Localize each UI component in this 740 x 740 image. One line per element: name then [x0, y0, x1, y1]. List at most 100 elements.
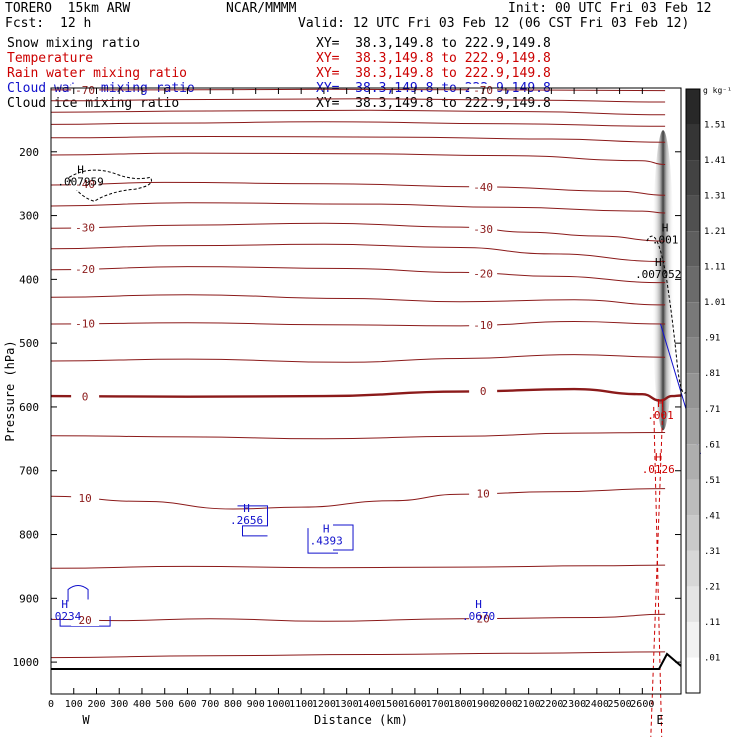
- isotherm-label-bg: [469, 319, 498, 332]
- isotherm-label-bg: [71, 390, 100, 403]
- extremum-marker: H: [657, 397, 664, 410]
- colorbar-level: .41: [704, 511, 720, 521]
- isotherm-20: [50, 613, 666, 622]
- extremum-marker: H: [655, 451, 662, 464]
- x-tick-label: 800: [224, 699, 242, 710]
- colorbar-swatch: [686, 515, 700, 551]
- colorbar-level: 1.31: [704, 192, 726, 202]
- x-tick-label: 2200: [539, 699, 563, 710]
- isotherm-label-bg: [71, 221, 100, 234]
- colorbar-swatch: [686, 479, 700, 516]
- endpoint-right: E: [656, 713, 663, 727]
- x-tick-label: 2500: [608, 699, 632, 710]
- extremum-marker: H: [475, 598, 482, 611]
- x-tick-label: 900: [247, 699, 265, 710]
- isotherm-m30: [50, 222, 666, 242]
- extremum-marker: H: [243, 502, 250, 515]
- endpoint-left: W: [82, 713, 90, 727]
- colorbar-level: 1.11: [704, 263, 726, 273]
- isotherm-m60: [50, 109, 666, 116]
- x-tick-label: 1200: [312, 699, 336, 710]
- y-tick-label: 400: [19, 273, 39, 286]
- isotherm-label-bg: [469, 180, 498, 193]
- isotherm-label-bg: [469, 487, 498, 500]
- isotherm-m45: [50, 152, 666, 165]
- isotherm-15: [50, 564, 666, 569]
- colorbar-level: .51: [704, 476, 720, 486]
- isotherm-label: 20: [78, 614, 91, 627]
- x-tick-label: 1400: [357, 699, 381, 710]
- axes: 0 100 200 300 400 500 600 700 800 900 100011001200…: [3, 88, 681, 727]
- x-tick-label: 2100: [517, 699, 541, 710]
- colorbar-swatch: [686, 408, 700, 445]
- colorbar-swatch: [686, 621, 700, 658]
- extremum-marker: H: [61, 598, 68, 611]
- x-tick-label: 1700: [426, 699, 450, 710]
- cloud-water-contour: [237, 505, 268, 537]
- extremum-marker: H: [662, 221, 669, 234]
- colorbar-level: .91: [704, 334, 720, 344]
- isotherm-25: [50, 651, 666, 659]
- colorbar-level: .61: [704, 440, 720, 450]
- mixing-ratio-contours: [51, 169, 702, 737]
- isotherm-5: [50, 432, 666, 440]
- isotherm-m25: [50, 243, 666, 262]
- x-tick-label: 200: [87, 699, 105, 710]
- colorbar-swatch: [686, 302, 700, 338]
- colorbar-level: .81: [704, 369, 720, 379]
- colorbar-swatch: [686, 266, 700, 303]
- y-tick-label: 900: [19, 592, 39, 605]
- field-xy-temperature: XY= 38.3,149.8 to 222.9,149.8: [316, 51, 551, 66]
- y-tick-label: 300: [19, 210, 39, 223]
- colorbar-swatch: [686, 89, 700, 125]
- isotherm-m20: [50, 266, 666, 284]
- isotherm-m50: [50, 135, 666, 143]
- x-tick-label: 2300: [562, 699, 586, 710]
- snow-shading-column: [652, 130, 675, 431]
- fcst-label: Fcst:: [5, 16, 45, 31]
- colorbar-swatch: [686, 586, 700, 622]
- extremum-value: .0670: [462, 610, 495, 623]
- isotherm-m10: [50, 320, 666, 327]
- field-name-snow: Snow mixing ratio: [7, 36, 141, 51]
- colorbar-level: 1.21: [704, 227, 726, 237]
- x-tick-label: 2400: [585, 699, 609, 710]
- colorbar-swatch: [686, 373, 700, 409]
- colorbar-level: 1.51: [704, 121, 726, 131]
- isotherm-label-bg: [71, 317, 100, 330]
- init-time: Init: 00 UTC Fri 03 Feb 12: [508, 1, 712, 16]
- extremum-value: .007959: [57, 175, 103, 188]
- extremum-value: .007052: [635, 268, 681, 281]
- extremum-marker: H: [77, 163, 84, 176]
- y-tick-label: 1000: [13, 656, 40, 669]
- x-tick-label: 2000: [494, 699, 518, 710]
- isotherm-label-bg: [71, 83, 100, 96]
- x-tick-label: 500: [156, 699, 174, 710]
- colorbar-level: .71: [704, 405, 720, 415]
- isotherm-label-bg: [71, 178, 100, 191]
- x-tick-label: 100: [65, 699, 83, 710]
- isotherm-m5: [50, 354, 666, 363]
- snow-mixing-ratio-shading: [652, 130, 675, 431]
- ice-contour: [68, 169, 152, 202]
- colorbar-level: .11: [704, 618, 720, 628]
- extremum-marker: H: [655, 256, 662, 269]
- field-xy-rain: XY= 38.3,149.8 to 222.9,149.8: [316, 66, 551, 81]
- colorbar-level: .21: [704, 582, 720, 592]
- extremum-marker: H: [323, 523, 330, 536]
- terrain-line: [51, 652, 682, 670]
- y-tick-label: 700: [19, 465, 39, 478]
- isotherm-label: 0: [82, 390, 89, 403]
- temperature-contours: [50, 88, 682, 659]
- extremum-value: .0126: [642, 463, 675, 476]
- colorbar-level: 1.01: [704, 298, 726, 308]
- x-tick-label: 1800: [448, 699, 472, 710]
- x-tick-label: 1000: [266, 699, 290, 710]
- model-name: TORERO 15km ARW: [5, 1, 131, 16]
- isotherm-label: 0: [480, 385, 487, 398]
- isotherm-m15: [50, 294, 666, 306]
- isotherm-m65: [50, 98, 666, 103]
- x-tick-label: 700: [201, 699, 219, 710]
- x-tick-label: 1900: [471, 699, 495, 710]
